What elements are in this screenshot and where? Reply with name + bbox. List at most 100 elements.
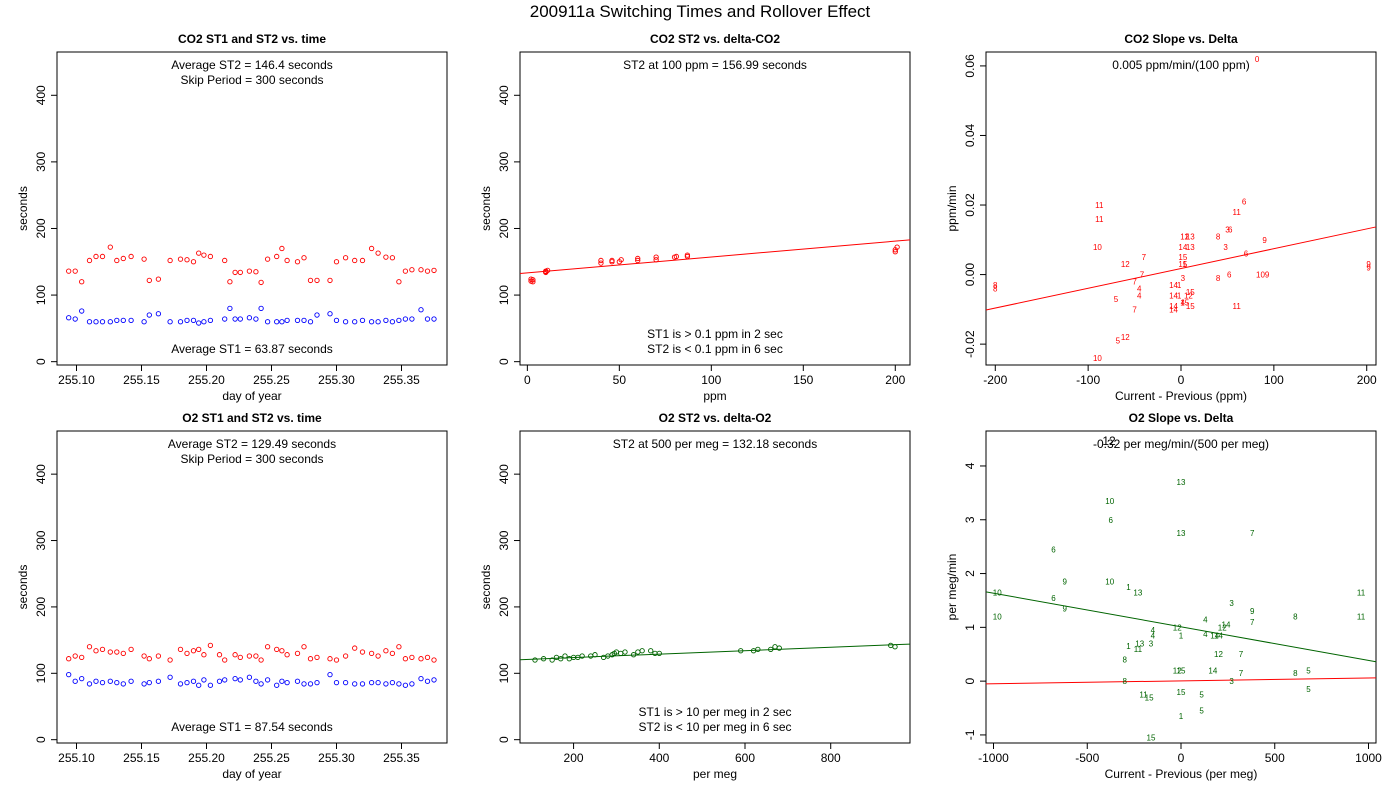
data-point-series-2 — [167, 674, 173, 680]
labeled-point: 4 — [1181, 298, 1186, 307]
x-tick-label: 0 — [524, 373, 531, 387]
data-point-series-1 — [402, 656, 409, 662]
data-point-series-1 — [544, 267, 551, 274]
data-point-series-2 — [207, 682, 214, 688]
x-tick-label: 600 — [735, 751, 755, 765]
labeled-point: 8 — [1293, 613, 1298, 622]
labeled-point: 0 — [1255, 55, 1260, 64]
y-tick-label: 4 — [963, 462, 977, 469]
data-point-series-1 — [128, 646, 134, 653]
data-point-series-1 — [333, 259, 340, 265]
x-tick-label: 255.10 — [58, 373, 95, 387]
plot-frame — [56, 430, 448, 744]
data-point-series-2 — [424, 678, 431, 684]
x-tick-label: -500 — [1075, 751, 1099, 765]
plot-frame — [519, 430, 911, 744]
data-point-series-2 — [237, 316, 243, 322]
data-point-series-1 — [196, 250, 202, 256]
data-point-series-1 — [184, 650, 190, 657]
labeled-point: 4 — [1203, 630, 1208, 639]
data-point-series-1 — [431, 657, 437, 663]
data-point-series-1 — [141, 256, 147, 262]
data-point-series-2 — [396, 317, 402, 324]
labeled-point: 11 — [1095, 215, 1104, 224]
data-point-series-1 — [772, 644, 778, 650]
labeled-point: 1 — [1184, 232, 1189, 241]
labeled-point: 6 — [1242, 198, 1247, 207]
data-point-series-1 — [167, 657, 173, 663]
data-point-series-1 — [301, 644, 307, 650]
data-point-series-1 — [274, 253, 280, 260]
data-point-series-2 — [352, 681, 358, 687]
labeled-point: 14 — [1169, 305, 1178, 314]
data-point-series-1 — [307, 656, 314, 662]
y-axis-label: seconds — [479, 565, 493, 610]
data-point-series-1 — [258, 657, 264, 663]
labeled-point: 14 — [1169, 281, 1178, 290]
x-tick-label: -200 — [983, 373, 1007, 387]
data-point-series-1 — [107, 244, 113, 250]
annotation: 0.005 ppm/min/(100 ppm) — [1112, 58, 1249, 72]
labeled-point: 1 — [1179, 631, 1184, 640]
y-tick-label: 200 — [497, 218, 511, 238]
data-point-series-1 — [588, 653, 594, 659]
labeled-point: 13 — [1177, 478, 1186, 487]
data-point-series-2 — [253, 678, 259, 684]
x-tick-label: 255.15 — [123, 751, 160, 765]
y-tick-label: 0.06 — [963, 54, 977, 78]
y-tick-label: 400 — [34, 85, 48, 105]
data-point-series-1 — [352, 645, 358, 651]
labeled-point: 9 — [1250, 607, 1255, 616]
chart-panel-1: CO2 ST1 and ST2 vs. time day of year secon… — [16, 32, 448, 403]
figure-title: 200911a Switching Times and Rollover Eff… — [529, 2, 871, 21]
data-point-series-2 — [314, 312, 320, 318]
data-point-series-2 — [258, 681, 264, 687]
data-point-series-2 — [196, 320, 202, 326]
labeled-point: 12 — [1184, 291, 1193, 300]
data-point-series-2 — [79, 675, 85, 682]
data-point-series-2 — [93, 319, 99, 325]
data-point-series-2 — [284, 679, 290, 686]
chart-panel-3: CO2 Slope vs. Delta Current - Previous (p… — [945, 32, 1377, 403]
x-tick-label: 200 — [1357, 373, 1377, 387]
labeled-point: 12 — [1214, 650, 1223, 659]
data-point-series-2 — [359, 317, 366, 324]
labeled-point: 11 — [1139, 691, 1148, 700]
data-point-series-1 — [402, 268, 409, 274]
data-point-series-2 — [307, 681, 314, 687]
labeled-point: 14 — [1214, 631, 1223, 640]
labeled-point: 6 — [1244, 250, 1249, 259]
labeled-point: 8 — [1216, 274, 1221, 283]
data-point-series-2 — [253, 316, 259, 322]
data-point-series-1 — [635, 257, 641, 264]
labeled-point: 12 — [1173, 666, 1182, 675]
labeled-point: 7 — [1132, 278, 1137, 287]
data-point-series-1 — [120, 650, 126, 657]
data-point-series-2 — [146, 312, 152, 318]
data-point-series-1 — [66, 656, 72, 662]
data-point-series-2 — [190, 317, 197, 324]
data-point-series-2 — [216, 678, 223, 684]
data-point-series-1 — [684, 252, 691, 258]
data-point-series-2 — [120, 317, 126, 324]
data-point-series-2 — [352, 319, 358, 325]
data-point-series-1 — [635, 649, 641, 655]
x-tick-label: 200 — [885, 373, 905, 387]
data-point-series-1 — [622, 649, 628, 655]
data-point-series-1 — [359, 257, 366, 264]
y-tick-label: 200 — [497, 597, 511, 617]
labeled-point: 11 — [1134, 645, 1143, 654]
data-point-series-2 — [368, 679, 375, 686]
plot-frame — [985, 51, 1377, 366]
data-point-series-2 — [184, 317, 190, 324]
data-point-series-1 — [207, 642, 214, 649]
labeled-point: 5 — [1116, 337, 1121, 346]
data-point-series-2 — [409, 681, 415, 687]
data-point-series-1 — [566, 656, 572, 662]
data-point-series-2 — [314, 679, 320, 686]
data-point-series-2 — [284, 317, 290, 324]
data-point-series-1 — [107, 649, 113, 655]
annotation: ST2 is < 0.1 ppm in 6 sec — [647, 342, 783, 356]
